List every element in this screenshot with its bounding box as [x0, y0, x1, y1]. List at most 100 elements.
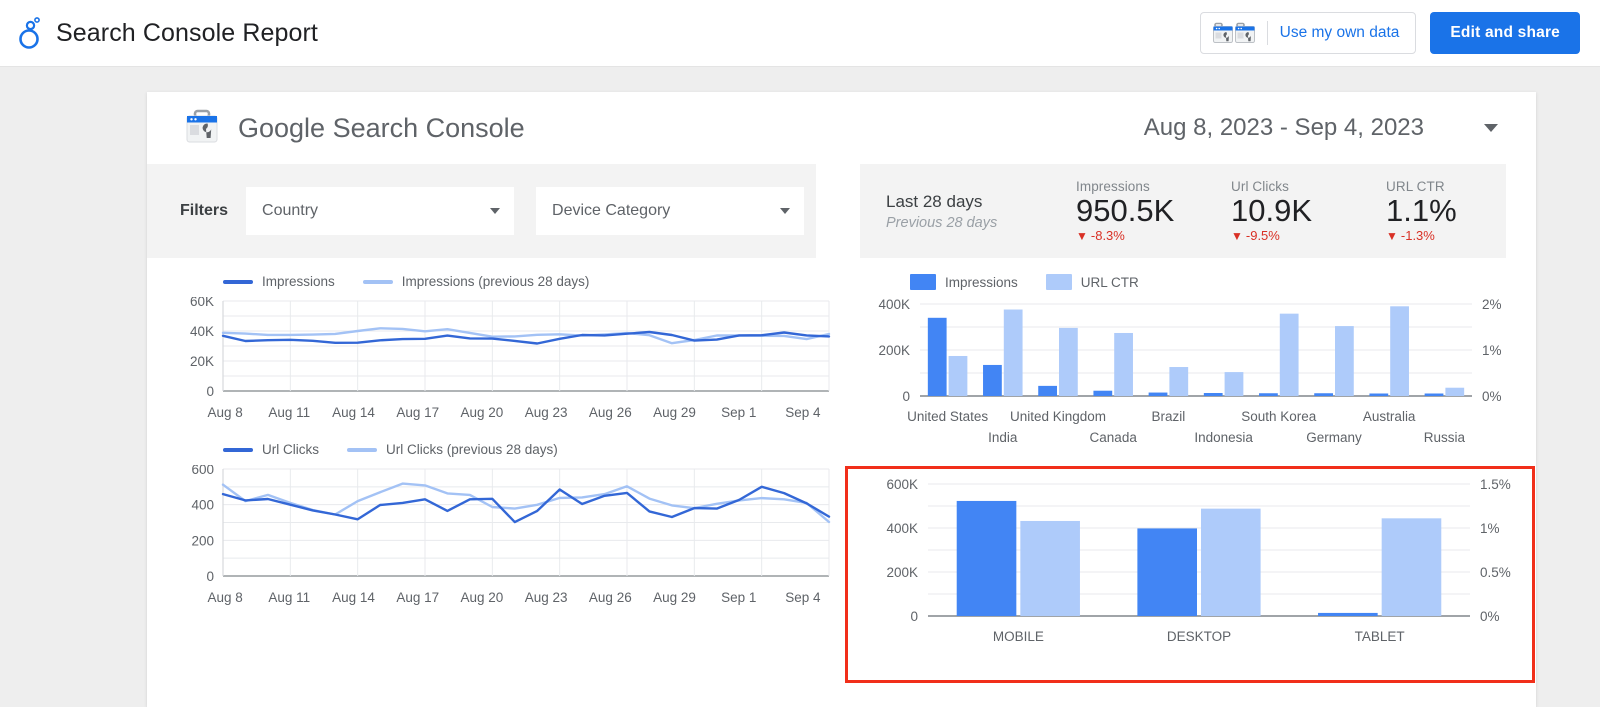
svg-text:1%: 1% [1480, 521, 1500, 536]
legend-line-swatch [362, 279, 393, 284]
scorecard-delta-value: -8.3% [1090, 228, 1125, 244]
urlclicks-timeseries-chart[interactable]: Url Clicks Url Clicks (previous 28 days)… [147, 420, 856, 605]
legend-color-swatch [910, 274, 936, 290]
scorecard-delta: ▼ -9.5% [1231, 228, 1386, 243]
scorecard-url-clicks[interactable]: Url Clicks 10.9K ▼ -9.5% [1231, 179, 1386, 244]
x-axis-category-label: Canada [1089, 430, 1137, 445]
arrow-down-icon: ▼ [1076, 228, 1088, 243]
scorecard-value: 1.1% [1386, 192, 1457, 228]
legend-item[interactable]: Url Clicks (previous 28 days) [347, 442, 558, 457]
impressions-timeseries-chart[interactable]: Impressions Impressions (previous 28 day… [147, 258, 856, 420]
country-filter-dropdown[interactable]: Country [246, 187, 515, 235]
svg-text:2%: 2% [1482, 298, 1502, 312]
scorecard-url-ctr[interactable]: URL CTR 1.1% ▼ -1.3% [1386, 179, 1506, 244]
device-category-filter-dropdown[interactable]: Device Category [536, 187, 805, 235]
arrow-down-icon: ▼ [1386, 228, 1398, 243]
scorecard-impressions[interactable]: Impressions 950.5K ▼ -8.3% [1076, 179, 1231, 244]
legend-label: Impressions (previous 28 days) [401, 274, 590, 289]
report-canvas: Google Search Console Aug 8, 2023 - Sep … [147, 92, 1536, 707]
x-axis-tick: Aug 23 [524, 405, 568, 420]
x-axis-tick: Aug 26 [588, 405, 632, 420]
scorecard-delta: ▼ -8.3% [1076, 228, 1231, 243]
charts-area: Impressions Impressions (previous 28 day… [147, 258, 1536, 648]
legend-label: Impressions [262, 274, 335, 289]
chevron-down-icon [490, 208, 501, 214]
device-bar-plot: 0 200K 400K 600K 0% 0.5% 1% 1.5% [886, 478, 1511, 624]
svg-text:1.5%: 1.5% [1480, 478, 1511, 492]
arrow-down-icon: ▼ [1231, 228, 1243, 243]
x-axis-tick: Aug 17 [396, 590, 440, 605]
period-previous-label: Previous 28 days [886, 214, 998, 231]
x-axis-tick: Aug 26 [588, 590, 632, 605]
scorecard-label: Url Clicks [1231, 178, 1289, 194]
filters-label: Filters [180, 202, 229, 219]
use-my-own-data-label: Use my own data [1279, 24, 1400, 41]
legend-item[interactable]: Impressions (previous 28 days) [362, 274, 590, 289]
scorecard-delta-value: -9.5% [1245, 228, 1280, 244]
svg-text:0: 0 [910, 609, 918, 624]
x-axis-category-label: India [988, 430, 1018, 445]
x-axis-tick: Aug 8 [207, 590, 243, 605]
legend-item[interactable]: Url Clicks [223, 442, 319, 457]
x-axis-category-label: Indonesia [1194, 430, 1253, 445]
x-axis-tick: Aug 23 [524, 590, 568, 605]
chevron-down-icon[interactable] [1484, 124, 1498, 132]
legend-line-swatch [223, 447, 253, 452]
device-combo-chart[interactable]: 0 200K 400K 600K 0% 0.5% 1% 1.5% MOBILE DESKTOP T… [856, 452, 1536, 648]
chevron-down-icon [780, 208, 791, 214]
x-axis-tick: Sep 1 [721, 405, 757, 420]
scorecards-panel: Last 28 days Previous 28 days Impression… [860, 164, 1506, 258]
plot-area: 0 200K 400K 600K 0% 0.5% 1% 1.5% MOBILE DESKTOP T… [870, 478, 1522, 648]
plot-area: 0 200K 400K 0% 1% 2% United States India United… [870, 298, 1518, 452]
filters-panel: Filters Country Device Category [147, 164, 816, 258]
app-topbar: Search Console Report [0, 0, 1600, 67]
svg-text:40K: 40K [190, 324, 214, 339]
edit-and-share-button[interactable]: Edit and share [1430, 12, 1580, 54]
x-axis-category-label: TABLET [1354, 629, 1405, 644]
x-axis-labels: Aug 8 Aug 11 Aug 14 Aug 17 Aug 20 Aug 23 Aug 2… [175, 590, 835, 605]
looker-studio-icon [14, 15, 48, 51]
svg-text:200: 200 [191, 533, 214, 548]
svg-text:20K: 20K [190, 354, 214, 369]
x-axis-category-label: United States [907, 409, 989, 424]
chart-legend: Url Clicks Url Clicks (previous 28 days) [223, 442, 838, 457]
legend-item[interactable]: URL CTR [1045, 274, 1139, 290]
x-axis-tick: Aug 14 [332, 590, 375, 605]
report-header: Google Search Console Aug 8, 2023 - Sep … [147, 92, 1536, 164]
scorecard-period: Last 28 days Previous 28 days [886, 192, 1076, 231]
x-axis-tick: Sep 4 [785, 405, 821, 420]
urlclicks-line-plot: 0 200 400 600 [191, 465, 831, 584]
scorecard-delta-value: -1.3% [1400, 228, 1435, 244]
plot-area: 0 200 400 600 Aug 8 Aug 11 Aug 14 Aug 17 Aug 20… [175, 465, 838, 605]
x-axis-tick: Sep 4 [785, 590, 821, 605]
x-axis-labels: MOBILE DESKTOP TABLET [870, 626, 1522, 648]
topbar-actions: Use my own data Edit and share [1199, 12, 1580, 54]
use-my-own-data-button[interactable]: Use my own data [1199, 12, 1417, 54]
x-axis-tick: Aug 14 [332, 405, 375, 420]
country-combo-chart[interactable]: Impressions URL CTR 0 200K 400K 0% 1% 2% Unit… [856, 258, 1536, 452]
svg-text:60K: 60K [190, 297, 214, 309]
legend-item[interactable]: Impressions [223, 274, 335, 289]
date-range-control[interactable]: Aug 8, 2023 - Sep 4, 2023 [1144, 114, 1506, 142]
scorecard-value: 10.9K [1231, 192, 1313, 228]
x-axis-tick: Aug 20 [460, 590, 504, 605]
x-axis-tick: Aug 20 [460, 405, 504, 420]
x-axis-tick: Aug 17 [396, 405, 440, 420]
svg-text:1%: 1% [1482, 343, 1502, 358]
svg-text:0: 0 [206, 569, 214, 584]
plot-area: 0 20K 40K 60K Aug 8 Aug 11 Aug 14 Aug 17 Aug 20… [175, 297, 838, 420]
x-axis-category-label: Brazil [1151, 409, 1186, 424]
svg-text:0: 0 [206, 384, 214, 399]
legend-label: Url Clicks [262, 442, 319, 457]
country-bar-plot: 0 200K 400K 0% 1% 2% [878, 298, 1502, 404]
legend-label: Url Clicks (previous 28 days) [386, 442, 558, 457]
page-title: Search Console Report [56, 18, 318, 47]
svg-text:200K: 200K [878, 343, 910, 358]
svg-text:400K: 400K [886, 521, 918, 536]
legend-item[interactable]: Impressions [910, 274, 1018, 290]
search-console-pair-icon [1212, 22, 1255, 44]
x-axis-category-label: Russia [1423, 430, 1466, 445]
legend-label: Impressions [945, 274, 1018, 290]
svg-text:600: 600 [191, 465, 214, 477]
svg-text:0%: 0% [1480, 609, 1500, 624]
